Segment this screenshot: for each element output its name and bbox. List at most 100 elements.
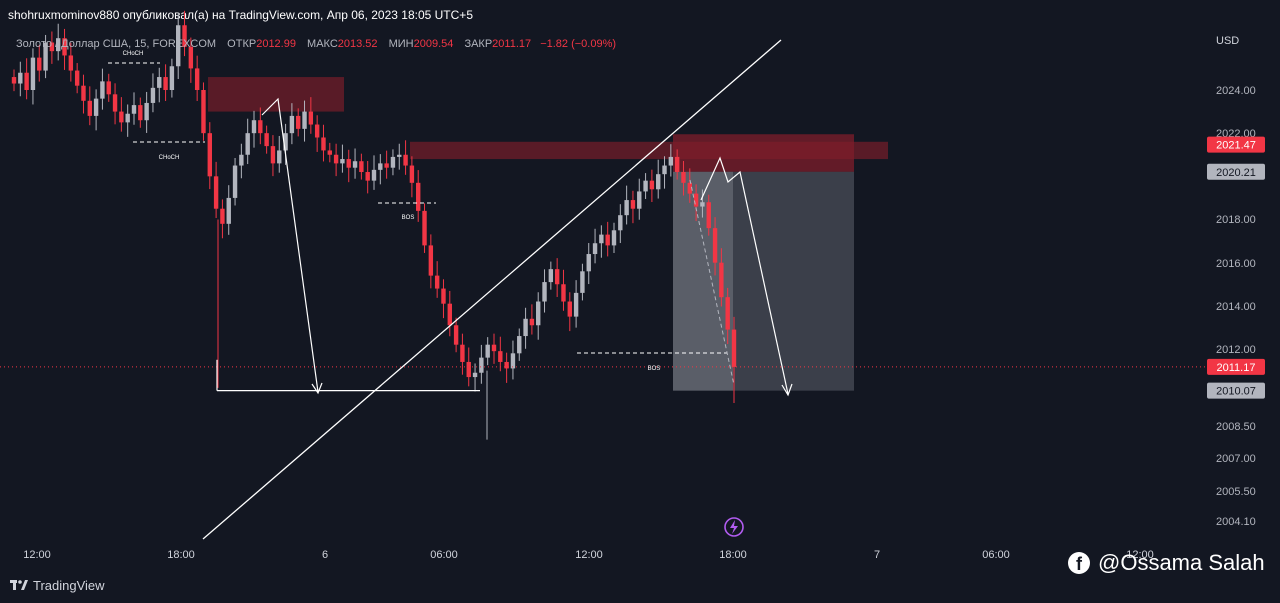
candle <box>561 284 566 302</box>
price-tick-label: 2014.00 <box>1216 301 1256 313</box>
price-label-text: 2011.17 <box>1217 362 1256 374</box>
candle <box>327 150 332 155</box>
candle <box>359 161 364 173</box>
price-tick-label: 2016.00 <box>1216 258 1256 270</box>
candle <box>43 42 48 71</box>
candle <box>472 372 478 378</box>
candle <box>56 38 61 52</box>
legend-open-value: 2012.99 <box>256 38 296 50</box>
candle <box>150 87 156 103</box>
candle <box>245 133 250 155</box>
candle <box>157 77 162 88</box>
candle <box>693 193 699 207</box>
candle <box>93 98 99 116</box>
tradingview-logo-text: TradingView <box>33 578 105 593</box>
candle <box>378 163 383 170</box>
arrow-head <box>311 382 323 395</box>
candle <box>491 344 497 352</box>
time-tick-label: 12:00 <box>23 549 51 561</box>
candle <box>302 111 307 129</box>
price-scale[interactable] <box>1207 30 1280 542</box>
candle <box>308 111 314 125</box>
candle <box>112 94 118 112</box>
candle <box>674 156 680 173</box>
candle <box>397 154 402 157</box>
price-tick-label: 2012.00 <box>1216 344 1256 356</box>
candle <box>207 133 212 177</box>
candle <box>220 208 225 224</box>
candle <box>611 230 617 246</box>
header-bar: shohruxmominov880 опубликовал(а) на Trad… <box>0 0 1280 30</box>
facebook-icon: f <box>1068 552 1090 574</box>
candle <box>643 180 648 192</box>
candle <box>536 301 541 326</box>
time-tick-label: 6 <box>322 549 328 561</box>
candle <box>144 102 149 121</box>
candle <box>580 271 585 293</box>
legend-symbol: Золото / Доллар США, 15, FOREXCOM <box>16 38 217 50</box>
candle <box>447 303 452 326</box>
candle <box>11 77 17 84</box>
chart-area[interactable] <box>0 30 1207 542</box>
footer <box>0 570 1280 603</box>
time-scale[interactable] <box>0 542 1280 570</box>
legend-low-label: МИН <box>388 38 414 50</box>
structure-label: BOS <box>402 215 415 221</box>
candle <box>504 361 509 369</box>
time-tick-label: 06:00 <box>430 549 458 561</box>
projection-path <box>700 156 789 395</box>
time-tick-label: 18:00 <box>719 549 747 561</box>
candle <box>453 325 459 345</box>
candle <box>138 105 143 121</box>
legend-close-value: 2011.17 <box>492 38 532 50</box>
candle <box>668 156 674 166</box>
legend-open-label: ОТКР <box>227 38 257 50</box>
tradingview-logo[interactable]: TradingView <box>10 578 105 593</box>
candle <box>37 57 42 71</box>
arrow-head <box>781 383 793 397</box>
candle <box>403 154 408 166</box>
supply-zone <box>673 134 854 172</box>
candle <box>251 120 257 134</box>
candle <box>226 197 231 224</box>
candle <box>466 361 471 378</box>
candle <box>630 200 636 209</box>
structure-label: CHoCH <box>123 51 144 57</box>
candle <box>371 169 377 181</box>
candle <box>523 318 528 337</box>
candle <box>441 288 446 304</box>
candle <box>586 254 591 272</box>
legend-high-value: 2013.52 <box>337 38 378 50</box>
candle <box>18 72 23 84</box>
candle <box>194 68 200 90</box>
price-label-text: 2021.47 <box>1216 140 1256 152</box>
candle <box>365 172 370 181</box>
candle <box>416 182 421 211</box>
candle <box>24 72 29 90</box>
price-label-text: 2010.07 <box>1216 386 1256 398</box>
candle <box>498 351 503 362</box>
price-tick-label: 2024.00 <box>1216 85 1256 97</box>
candle <box>599 234 604 244</box>
candle <box>49 42 55 52</box>
projection-path <box>261 97 319 393</box>
price-label-box <box>1207 163 1265 180</box>
candle <box>213 176 219 209</box>
candle <box>352 161 358 168</box>
candle <box>106 81 111 95</box>
candle <box>239 154 244 166</box>
candle <box>554 269 560 285</box>
candle <box>74 70 80 86</box>
candle <box>712 228 718 263</box>
candle <box>296 115 301 129</box>
candle <box>333 154 339 164</box>
candle <box>264 133 269 147</box>
price-label-box <box>1207 136 1265 153</box>
legend-high-label: МАКС <box>307 38 338 50</box>
currency-label[interactable]: USD <box>1216 35 1240 47</box>
candle <box>182 25 187 47</box>
flash-icon <box>724 517 744 537</box>
candle <box>188 46 194 69</box>
candle <box>289 115 295 134</box>
candle <box>314 124 320 138</box>
